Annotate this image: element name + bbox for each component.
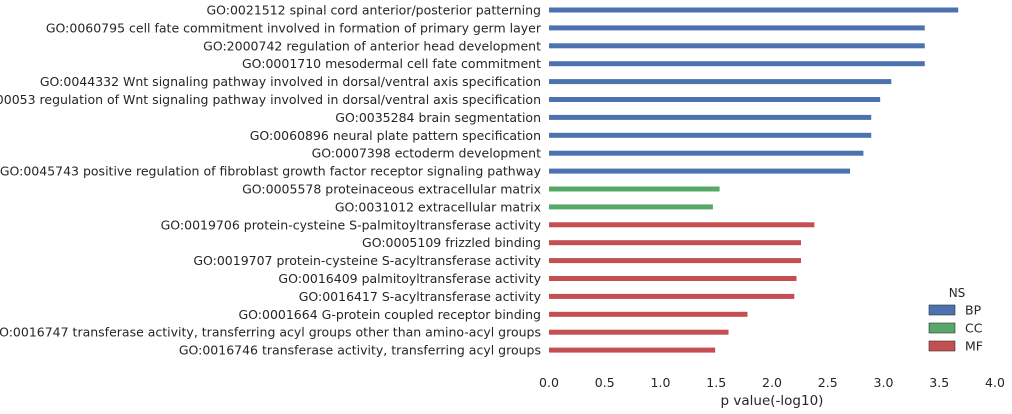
category-label: GO:0005109 frizzled binding xyxy=(362,235,541,250)
bar xyxy=(549,258,801,264)
x-tick-label: 0.5 xyxy=(595,375,615,390)
category-label: GO:2000053 regulation of Wnt signaling p… xyxy=(0,92,541,107)
x-tick-label: 1.0 xyxy=(651,375,671,390)
category-label: GO:0007398 ectoderm development xyxy=(312,146,542,161)
x-tick-label: 3.0 xyxy=(874,375,894,390)
category-label: GO:0019707 protein-cysteine S-acyltransf… xyxy=(193,253,541,268)
category-label: GO:0021512 spinal cord anterior/posterio… xyxy=(206,3,541,18)
x-axis-ticks: 0.0 0.5 1.0 1.5 2.0 2.5 3.0 3.5 4.0 xyxy=(539,375,1005,390)
category-label: GO:0060896 neural plate pattern specific… xyxy=(250,128,541,143)
bar xyxy=(549,240,801,246)
bar xyxy=(549,7,959,13)
category-label: GO:0045743 positive regulation of fibrob… xyxy=(0,164,542,179)
bar xyxy=(549,61,925,67)
bar xyxy=(549,25,925,31)
legend-swatch xyxy=(928,340,956,352)
bar xyxy=(549,204,713,210)
category-label: GO:0001664 G-protein coupled receptor bi… xyxy=(238,307,541,322)
category-label: GO:2000742 regulation of anterior head d… xyxy=(203,38,541,53)
bar xyxy=(549,168,851,174)
x-tick-label: 4.0 xyxy=(985,375,1005,390)
bar xyxy=(549,114,872,120)
category-label: GO:0005578 proteinaceous extracellular m… xyxy=(242,182,541,197)
bar xyxy=(549,132,872,138)
x-axis-title: p value(-log10) xyxy=(721,393,824,409)
category-label: GO:0035284 brain segmentation xyxy=(335,110,541,125)
bars-layer xyxy=(549,7,959,353)
x-tick-label: 3.5 xyxy=(929,375,949,390)
legend-label: MF xyxy=(965,339,983,354)
category-label: GO:0031012 extracellular matrix xyxy=(335,199,541,214)
category-label: GO:0016747 transferase activity, transfe… xyxy=(0,325,541,340)
legend-swatch xyxy=(928,304,956,316)
legend-swatch xyxy=(928,322,956,334)
category-label: GO:0016417 S-acyltransferase activity xyxy=(299,289,542,304)
legend-entries: BP CC MF xyxy=(928,303,983,354)
category-label: GO:0019706 protein-cysteine S-palmitoylt… xyxy=(161,217,542,232)
legend-label: BP xyxy=(965,303,982,318)
bar xyxy=(549,347,716,353)
bar xyxy=(549,311,748,317)
category-labels: GO:0021512 spinal cord anterior/posterio… xyxy=(0,3,542,358)
bar xyxy=(549,222,815,228)
bar xyxy=(549,150,864,156)
category-label: GO:0044332 Wnt signaling pathway involve… xyxy=(40,74,541,89)
legend-label: CC xyxy=(965,321,983,336)
bar xyxy=(549,43,925,49)
x-tick-label: 1.5 xyxy=(706,375,726,390)
bar xyxy=(549,293,795,299)
x-tick-label: 2.5 xyxy=(818,375,838,390)
bar xyxy=(549,79,892,85)
bar xyxy=(549,329,729,335)
category-label: GO:0001710 mesodermal cell fate commitme… xyxy=(242,56,541,71)
category-label: GO:0016409 palmitoyltransferase activity xyxy=(278,271,541,286)
bar xyxy=(549,186,720,192)
bar xyxy=(549,276,797,281)
legend: NS BP CC MF xyxy=(928,286,983,354)
category-label: GO:0060795 cell fate commitment involved… xyxy=(46,20,542,35)
x-tick-label: 2.0 xyxy=(762,375,782,390)
category-label: GO:0016746 transferase activity, transfe… xyxy=(179,343,541,358)
bar xyxy=(549,97,881,102)
legend-title: NS xyxy=(949,286,966,300)
x-tick-label: 0.0 xyxy=(539,375,559,390)
